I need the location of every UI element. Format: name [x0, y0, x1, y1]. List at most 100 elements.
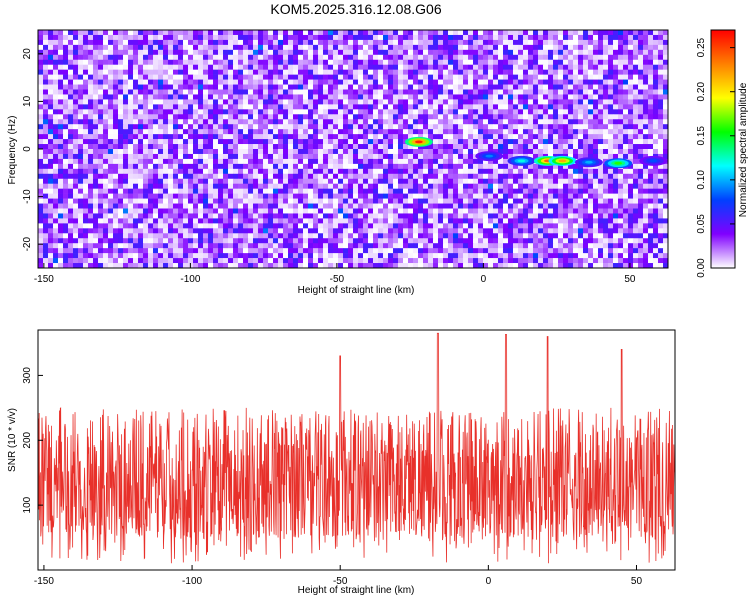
heatmap-cell [163, 64, 169, 70]
heatmap-cell [143, 218, 149, 224]
heatmap-cell [138, 84, 144, 90]
heatmap-cell [238, 79, 244, 85]
heatmap-cell [63, 218, 69, 224]
heatmap-cell [173, 79, 179, 85]
heatmap-cell [288, 69, 294, 75]
heatmap-cell [58, 129, 64, 135]
heatmap-cell [248, 54, 254, 61]
heatmap-cell [133, 114, 139, 120]
heatmap-cell [158, 129, 164, 135]
heatmap-cell [123, 104, 129, 110]
heatmap-cell [188, 69, 194, 75]
heatmap-cell [93, 208, 99, 214]
heatmap-cell [558, 213, 564, 219]
heatmap-cell [588, 144, 594, 150]
heatmap-cell [178, 153, 184, 160]
heatmap-cell [428, 64, 434, 70]
heatmap-cell [38, 30, 44, 36]
heatmap-cell [203, 163, 209, 170]
heatmap-cell [453, 178, 459, 185]
heatmap-cell [553, 64, 559, 70]
heatmap-cell [563, 198, 569, 204]
heatmap-cell [448, 139, 454, 145]
heatmap-cell [218, 44, 224, 51]
heatmap-cell [233, 64, 239, 70]
heatmap-cell [458, 188, 464, 194]
heatmap-cell [218, 54, 224, 61]
heatmap-cell [603, 193, 609, 199]
heatmap-cell [163, 213, 169, 219]
heatmap-cell [423, 163, 429, 170]
heatmap-cell [458, 79, 464, 85]
heatmap-cell [143, 193, 149, 199]
heatmap-cell [468, 183, 474, 189]
heatmap-cell [113, 163, 119, 170]
heatmap-cell [588, 30, 594, 36]
heatmap-cell [643, 99, 649, 105]
heatmap-cell [278, 208, 284, 214]
heatmap-cell [418, 208, 424, 214]
heatmap-cell [438, 104, 444, 110]
heatmap-cell [438, 208, 444, 214]
heatmap-cell [278, 54, 284, 61]
heatmap-cell [223, 198, 229, 204]
heatmap-cell [123, 94, 129, 100]
heatmap-cell [553, 198, 559, 204]
heatmap-cell [438, 158, 444, 165]
heatmap-cell [608, 114, 614, 120]
heatmap-cell [138, 109, 144, 115]
heatmap-cell [308, 208, 314, 214]
heatmap-cell [498, 39, 504, 46]
heatmap-cell [133, 34, 139, 41]
heatmap-cell [578, 163, 584, 170]
heatmap-cell [283, 153, 289, 160]
heatmap-cell [663, 183, 669, 189]
heatmap-cell [168, 99, 174, 105]
heatmap-cell [523, 79, 529, 85]
heatmap-cell [438, 183, 444, 189]
heatmap-cell [403, 34, 409, 41]
heatmap-cell [258, 203, 264, 209]
heatmap-cell [468, 173, 474, 180]
heatmap-cell [433, 193, 439, 199]
heatmap-cell [218, 49, 224, 56]
heatmap-cell [313, 183, 319, 189]
heatmap-cell [233, 79, 239, 85]
heatmap-cell [578, 203, 584, 209]
heatmap-cell [643, 178, 649, 185]
heatmap-cell [123, 114, 129, 120]
heatmap-cell [658, 134, 664, 140]
heatmap-cell [548, 168, 554, 175]
heatmap-cell [243, 144, 249, 150]
heatmap-cell [393, 178, 399, 185]
heatmap-cell [223, 49, 229, 56]
heatmap-cell [133, 104, 139, 110]
heatmap-cell [123, 109, 129, 115]
heatmap-cell [133, 223, 139, 229]
heatmap-cell [293, 104, 299, 110]
heatmap-cell [383, 89, 389, 95]
heatmap-cell [603, 208, 609, 214]
heatmap-cell [118, 59, 124, 66]
heatmap-cell [238, 34, 244, 41]
heatmap-cell [333, 144, 339, 150]
heatmap-cell [83, 153, 89, 160]
heatmap-cell [388, 213, 394, 219]
heatmap-cell [653, 124, 659, 130]
heatmap-cell [623, 109, 629, 115]
heatmap-cell [603, 30, 609, 36]
heatmap-cell [133, 129, 139, 135]
heatmap-cell [138, 134, 144, 140]
heatmap-cell [83, 49, 89, 56]
heatmap-cell [38, 183, 44, 189]
heatmap-cell [618, 30, 624, 36]
heatmap-cell [263, 84, 269, 90]
heatmap-cell [528, 64, 534, 70]
heatmap-cell [83, 193, 89, 199]
heatmap-cell [173, 69, 179, 75]
heatmap-cell [78, 153, 84, 160]
heatmap-cell [273, 44, 279, 51]
heatmap-cell [598, 30, 604, 36]
heatmap-cell [258, 188, 264, 194]
heatmap-cell [573, 153, 579, 160]
